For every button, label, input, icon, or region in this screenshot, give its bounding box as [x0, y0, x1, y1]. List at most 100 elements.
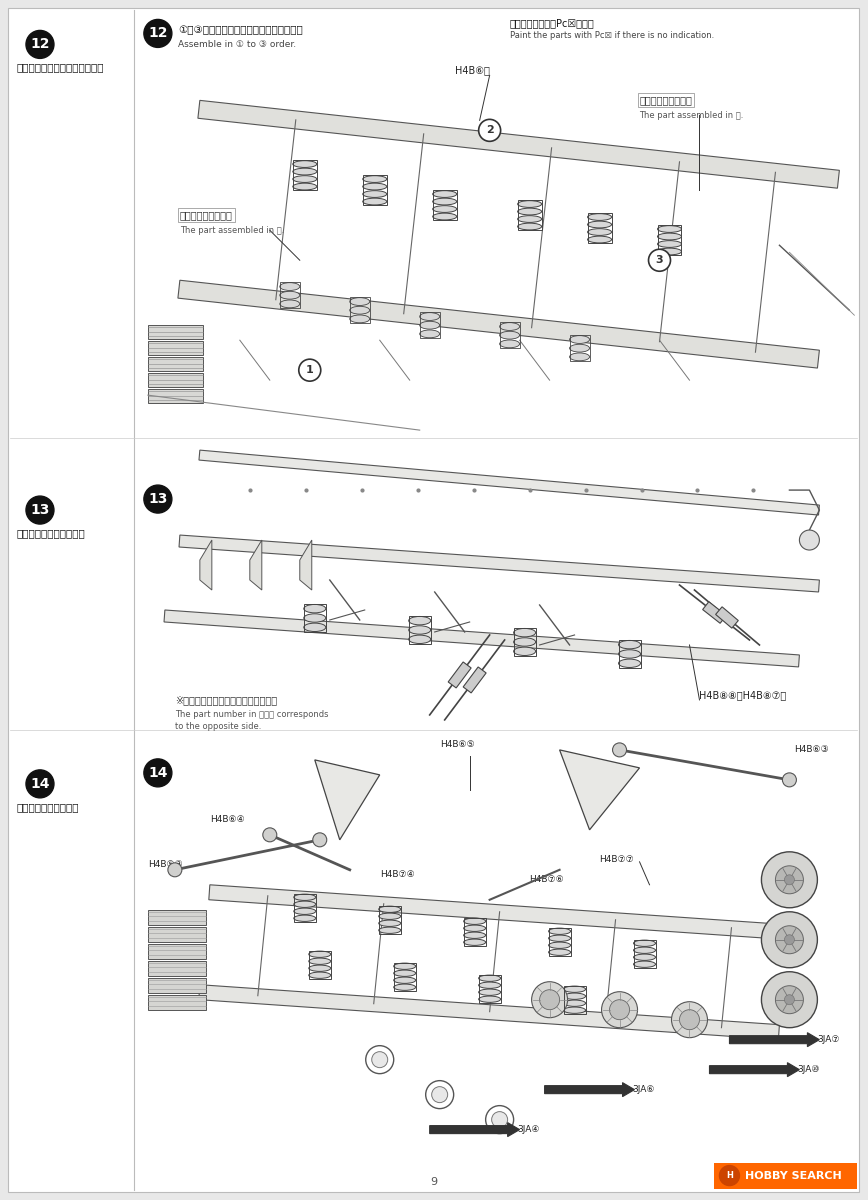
Circle shape — [299, 359, 321, 382]
Ellipse shape — [279, 283, 299, 290]
Ellipse shape — [549, 928, 570, 935]
Polygon shape — [199, 985, 779, 1039]
Bar — [634, 940, 655, 967]
Ellipse shape — [304, 605, 326, 613]
Circle shape — [26, 770, 54, 798]
Bar — [304, 604, 326, 632]
Ellipse shape — [514, 647, 536, 655]
Text: 13: 13 — [148, 492, 168, 506]
Bar — [500, 323, 520, 348]
Ellipse shape — [588, 229, 612, 235]
Ellipse shape — [309, 972, 331, 978]
Text: Ⓟで組み立てた部品: Ⓟで組み立てた部品 — [180, 210, 233, 221]
Text: H4B⑦⑥: H4B⑦⑥ — [529, 875, 564, 883]
Text: 2: 2 — [486, 125, 494, 136]
Circle shape — [775, 866, 804, 894]
Circle shape — [775, 985, 804, 1014]
Text: H4B⑧⑧（H4B⑧⑦）: H4B⑧⑧（H4B⑧⑦） — [700, 690, 786, 700]
Text: 14: 14 — [148, 766, 168, 780]
Bar — [293, 894, 316, 922]
Ellipse shape — [293, 894, 316, 900]
Bar — [588, 214, 612, 244]
Ellipse shape — [658, 241, 681, 247]
Ellipse shape — [634, 954, 655, 960]
Text: 9: 9 — [431, 1176, 437, 1187]
Text: リア脆回りの取り付け: リア脆回りの取り付け — [17, 802, 80, 812]
Ellipse shape — [619, 659, 641, 667]
Text: アブソーバーの取り付け: アブソーバーの取り付け — [17, 528, 86, 538]
Ellipse shape — [563, 1007, 586, 1013]
Text: HOBBY SEARCH: HOBBY SEARCH — [746, 1170, 842, 1181]
Text: The part assembled in Ⓠ.: The part assembled in Ⓠ. — [640, 112, 744, 120]
Ellipse shape — [350, 306, 370, 314]
Ellipse shape — [569, 336, 589, 343]
Ellipse shape — [464, 918, 485, 924]
Ellipse shape — [464, 940, 485, 946]
Bar — [432, 191, 457, 221]
Circle shape — [168, 863, 182, 877]
Ellipse shape — [514, 629, 536, 637]
Ellipse shape — [394, 964, 416, 970]
Text: 12: 12 — [148, 26, 168, 41]
Text: The part assembled in Ⓟ.: The part assembled in Ⓟ. — [180, 227, 284, 235]
Ellipse shape — [517, 208, 542, 215]
Polygon shape — [209, 884, 789, 940]
Ellipse shape — [634, 947, 655, 953]
Ellipse shape — [394, 984, 416, 990]
Text: ※（　）内は反対側の部品番号です。: ※（ ）内は反対側の部品番号です。 — [174, 695, 277, 704]
Ellipse shape — [394, 977, 416, 983]
Bar — [148, 389, 203, 403]
Ellipse shape — [619, 641, 641, 649]
Text: 3JA⑥: 3JA⑥ — [633, 1085, 655, 1094]
Ellipse shape — [478, 989, 501, 995]
Circle shape — [613, 743, 627, 757]
Ellipse shape — [500, 340, 520, 348]
Polygon shape — [299, 540, 312, 590]
Bar — [148, 943, 206, 959]
Ellipse shape — [634, 961, 655, 967]
Ellipse shape — [293, 916, 316, 922]
Text: 13: 13 — [30, 503, 49, 517]
Circle shape — [531, 982, 568, 1018]
Ellipse shape — [420, 322, 440, 329]
Polygon shape — [164, 610, 799, 667]
Ellipse shape — [563, 986, 586, 992]
Bar — [148, 373, 203, 388]
Text: 1: 1 — [306, 365, 313, 376]
Ellipse shape — [569, 353, 589, 361]
Circle shape — [761, 912, 818, 967]
Ellipse shape — [464, 932, 485, 938]
Circle shape — [799, 530, 819, 550]
Polygon shape — [178, 281, 819, 368]
Ellipse shape — [563, 1000, 586, 1007]
Ellipse shape — [409, 617, 431, 625]
Ellipse shape — [464, 925, 485, 931]
Circle shape — [785, 875, 794, 884]
Bar — [279, 282, 299, 308]
Circle shape — [761, 852, 818, 907]
Circle shape — [602, 991, 637, 1027]
FancyBboxPatch shape — [714, 1163, 858, 1188]
Ellipse shape — [432, 191, 457, 198]
Text: リアサスペンションの取り付け: リアサスペンションの取り付け — [17, 62, 104, 72]
Ellipse shape — [293, 184, 317, 190]
Bar — [517, 200, 542, 230]
Ellipse shape — [378, 913, 401, 919]
Bar — [148, 910, 206, 925]
Circle shape — [785, 935, 794, 944]
Bar — [394, 962, 416, 991]
Circle shape — [775, 925, 804, 954]
Circle shape — [785, 995, 794, 1004]
FancyArrow shape — [729, 1033, 819, 1046]
Ellipse shape — [549, 942, 570, 948]
Polygon shape — [315, 760, 379, 840]
Bar — [350, 298, 370, 323]
Ellipse shape — [500, 331, 520, 340]
Ellipse shape — [293, 175, 317, 182]
Ellipse shape — [549, 949, 570, 955]
Polygon shape — [200, 540, 212, 590]
Ellipse shape — [309, 965, 331, 971]
Ellipse shape — [309, 952, 331, 958]
Bar — [478, 974, 501, 1003]
Ellipse shape — [394, 970, 416, 977]
